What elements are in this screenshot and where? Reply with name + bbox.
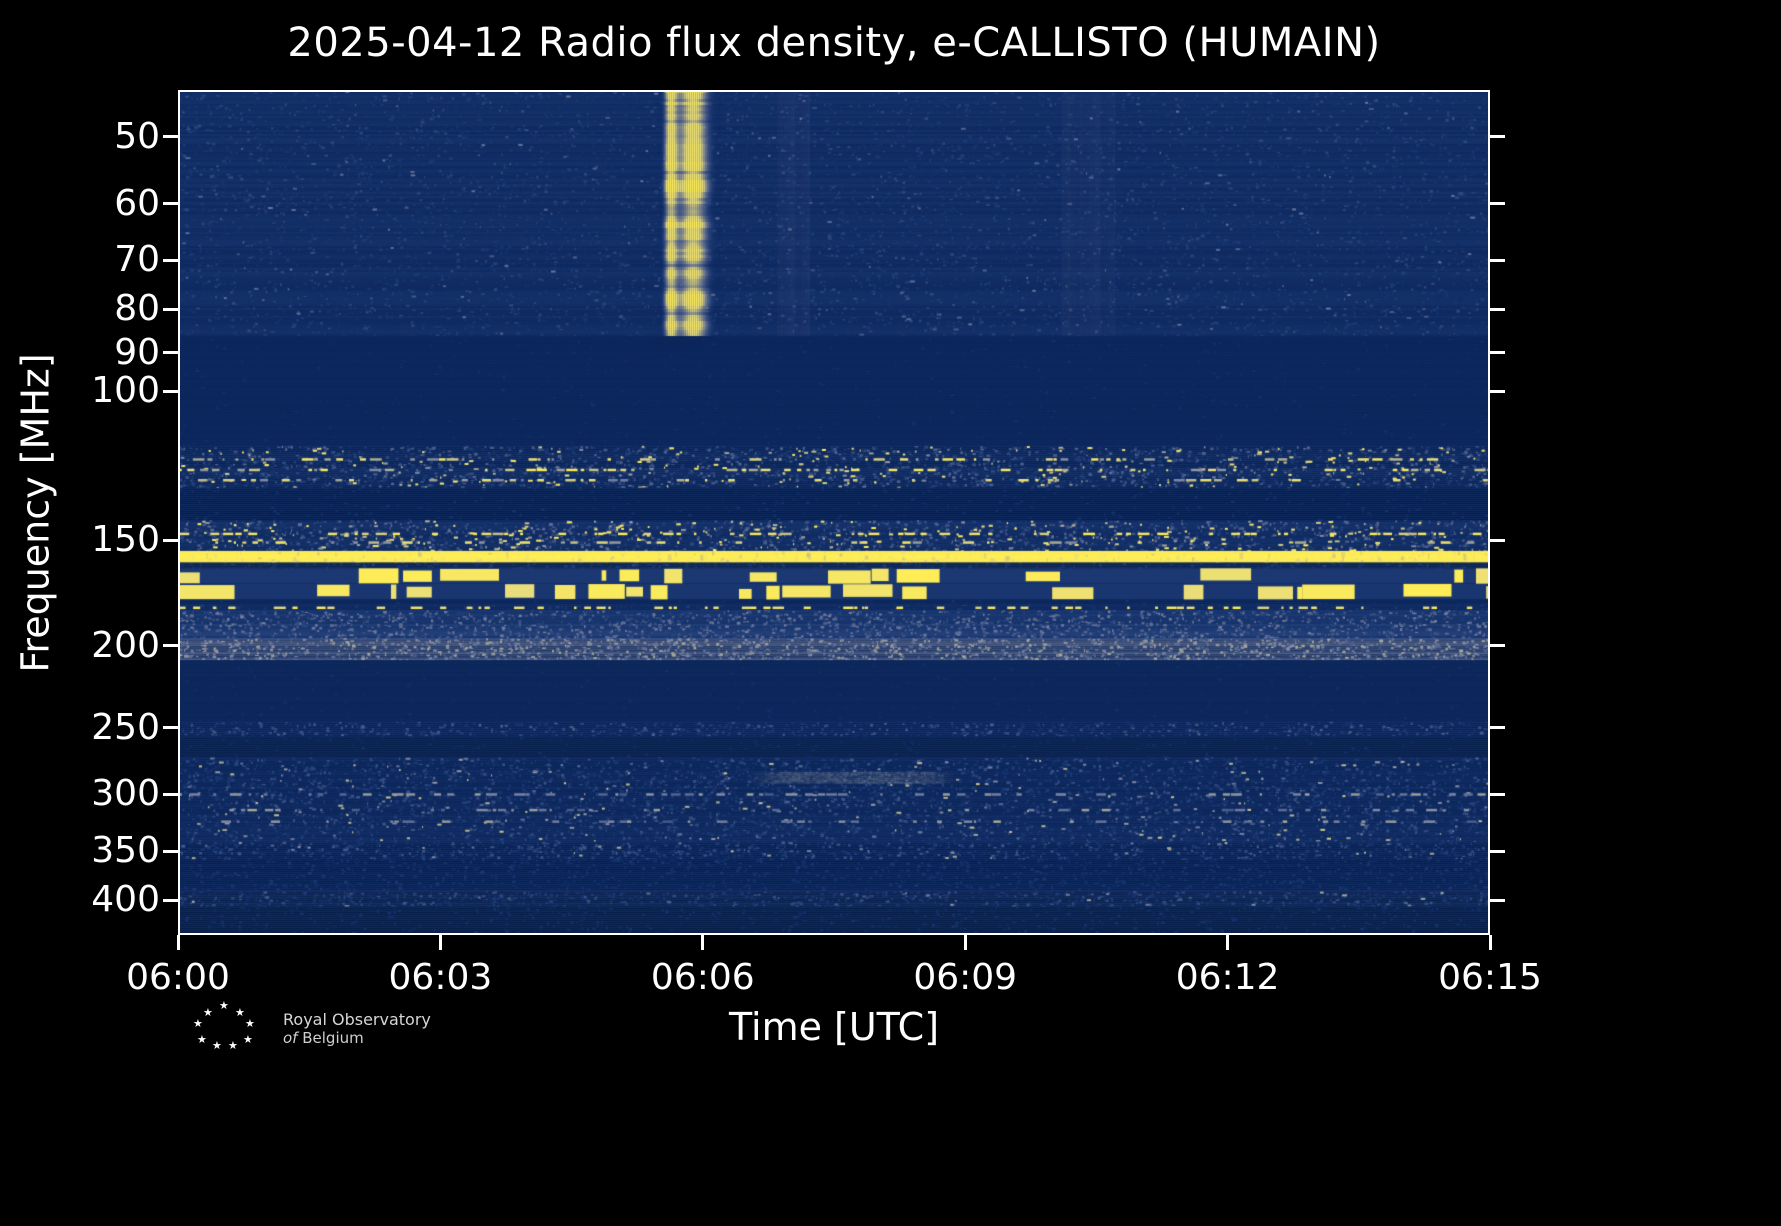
x-tick-mark <box>438 935 442 950</box>
x-tick-label: 06:12 <box>1175 957 1280 998</box>
logo-line2-of: of <box>283 1028 298 1047</box>
chart-title: 2025-04-12 Radio flux density, e-CALLIST… <box>287 20 1381 66</box>
y-tick-mark-right <box>1490 258 1505 262</box>
logo-line1: Royal Observatory <box>283 1009 431 1029</box>
logo-stars-icon: ★ ★ ★ ★ ★ ★ ★ ★ ★ <box>185 1000 263 1056</box>
spectrogram-canvas <box>178 90 1490 935</box>
y-tick-label: 80 <box>114 288 160 330</box>
y-tick-mark-right <box>1490 351 1505 355</box>
logo-text: Royal Observatory of Belgium <box>283 1010 431 1047</box>
y-tick-mark-right <box>1490 898 1505 902</box>
y-tick-label: 50 <box>114 115 160 157</box>
y-tick-label: 200 <box>91 624 160 666</box>
star-icon: ★ <box>245 1017 255 1030</box>
y-tick-label: 300 <box>91 773 160 815</box>
star-icon: ★ <box>228 1039 238 1052</box>
y-tick-mark-right <box>1490 538 1505 542</box>
y-tick-mark-right <box>1490 644 1505 648</box>
x-tick-mark <box>1226 935 1230 950</box>
x-axis-label: Time [UTC] <box>728 1005 940 1049</box>
y-tick-label: 150 <box>91 519 160 561</box>
star-icon: ★ <box>203 1006 213 1019</box>
y-tick-mark-right <box>1490 135 1505 139</box>
y-tick-label: 70 <box>114 239 160 281</box>
y-tick-mark <box>163 389 178 393</box>
x-tick-mark <box>176 935 180 950</box>
y-tick-mark <box>163 258 178 262</box>
y-tick-mark <box>163 644 178 648</box>
y-tick-mark-right <box>1490 389 1505 393</box>
y-tick-mark <box>163 898 178 902</box>
y-tick-label: 90 <box>114 331 160 373</box>
logo-line2: of Belgium <box>283 1029 431 1047</box>
y-tick-mark <box>163 202 178 206</box>
y-tick-mark <box>163 351 178 355</box>
y-tick-mark <box>163 307 178 311</box>
y-tick-mark <box>163 792 178 796</box>
observatory-logo: ★ ★ ★ ★ ★ ★ ★ ★ ★ Royal Observatory of Belgium <box>185 1000 431 1056</box>
x-tick-label: 06:00 <box>126 957 230 998</box>
x-tick-label: 06:15 <box>1438 957 1542 998</box>
star-icon: ★ <box>235 1006 245 1019</box>
x-tick-mark <box>701 935 705 950</box>
y-tick-label: 250 <box>91 706 160 748</box>
y-tick-label: 400 <box>91 879 160 921</box>
x-tick-label: 06:06 <box>650 957 755 998</box>
x-tick-label: 06:09 <box>913 957 1018 998</box>
y-tick-mark-right <box>1490 792 1505 796</box>
y-tick-mark-right <box>1490 307 1505 311</box>
x-tick-label: 06:03 <box>388 957 493 998</box>
y-tick-mark <box>163 849 178 853</box>
star-icon: ★ <box>243 1033 253 1046</box>
y-tick-label: 350 <box>91 830 160 872</box>
y-tick-label: 100 <box>91 370 160 412</box>
star-icon: ★ <box>212 1039 222 1052</box>
y-tick-mark-right <box>1490 849 1505 853</box>
y-tick-mark <box>163 538 178 542</box>
y-tick-mark-right <box>1490 726 1505 730</box>
star-icon: ★ <box>197 1033 207 1046</box>
star-icon: ★ <box>219 999 229 1012</box>
logo-line2-belgium: Belgium <box>302 1028 364 1047</box>
x-tick-mark <box>1488 935 1492 950</box>
y-tick-mark <box>163 726 178 730</box>
y-tick-mark-right <box>1490 202 1505 206</box>
x-tick-mark <box>963 935 967 950</box>
y-tick-label: 60 <box>114 182 160 224</box>
y-tick-mark <box>163 135 178 139</box>
star-icon: ★ <box>193 1017 203 1030</box>
